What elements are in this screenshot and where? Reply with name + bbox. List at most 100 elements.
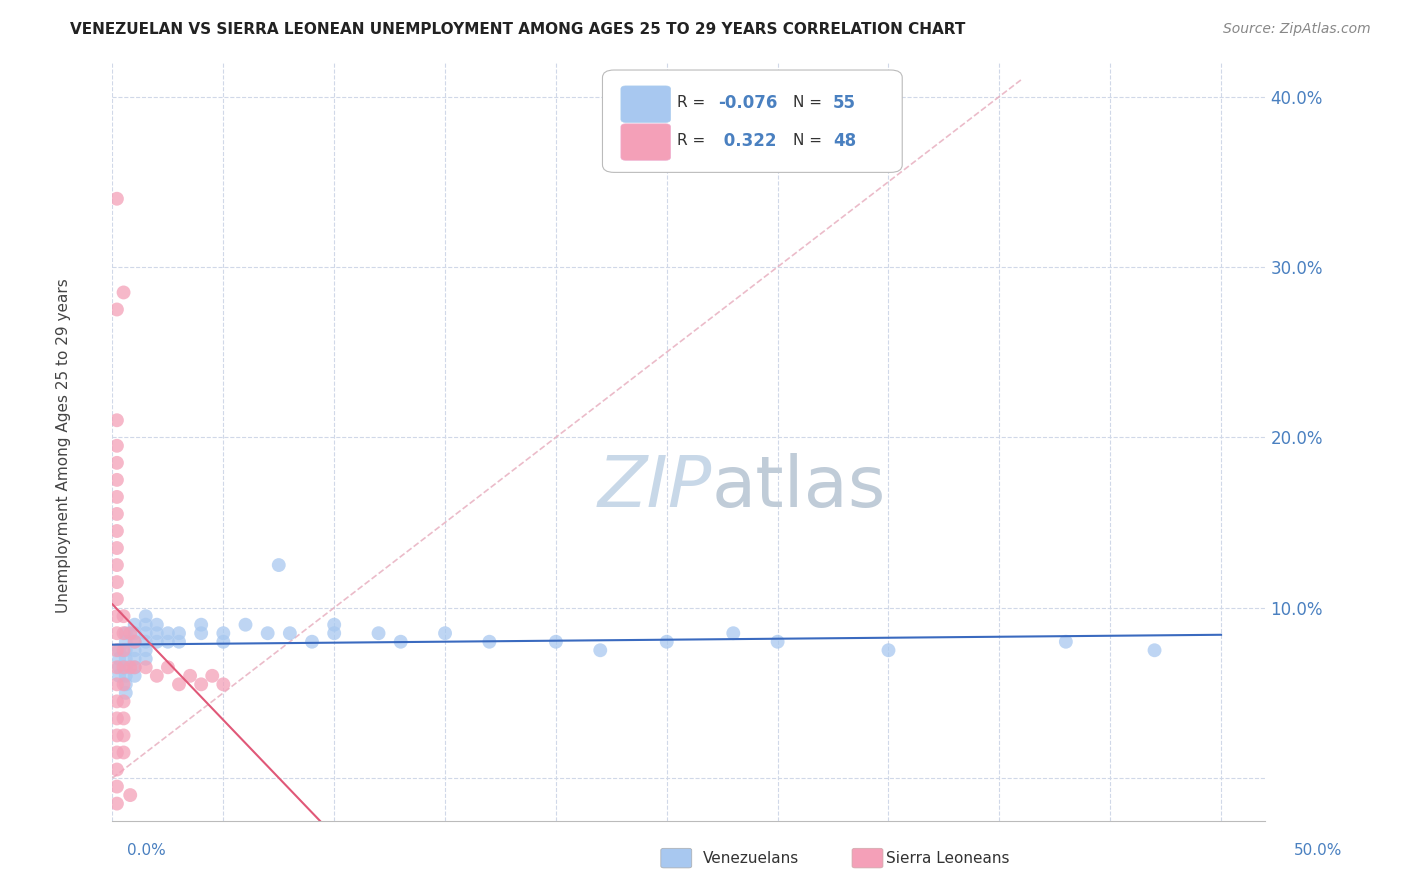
- Point: [124, 669, 146, 683]
- Point: [167, 677, 190, 691]
- Point: [105, 541, 128, 555]
- Point: [112, 677, 135, 691]
- Point: [105, 626, 128, 640]
- Point: [323, 617, 346, 632]
- Point: [105, 694, 128, 708]
- Point: [589, 643, 612, 657]
- Point: [135, 609, 157, 624]
- Point: [114, 686, 136, 700]
- Point: [156, 660, 179, 674]
- Point: [108, 669, 131, 683]
- Point: [167, 626, 190, 640]
- Point: [112, 643, 135, 657]
- Point: [112, 694, 135, 708]
- Text: Unemployment Among Ages 25 to 29 years: Unemployment Among Ages 25 to 29 years: [56, 278, 70, 614]
- Point: [114, 677, 136, 691]
- Point: [105, 711, 128, 725]
- Point: [544, 634, 567, 648]
- Point: [105, 780, 128, 794]
- FancyBboxPatch shape: [621, 86, 671, 122]
- Point: [156, 626, 179, 640]
- Point: [212, 626, 235, 640]
- Point: [267, 558, 290, 572]
- Text: N =: N =: [793, 95, 827, 110]
- Text: VENEZUELAN VS SIERRA LEONEAN UNEMPLOYMENT AMONG AGES 25 TO 29 YEARS CORRELATION : VENEZUELAN VS SIERRA LEONEAN UNEMPLOYMEN…: [70, 22, 966, 37]
- Point: [256, 626, 278, 640]
- Point: [212, 634, 235, 648]
- Point: [114, 643, 136, 657]
- Point: [105, 302, 128, 317]
- Point: [135, 634, 157, 648]
- Point: [367, 626, 389, 640]
- Text: Venezuelans: Venezuelans: [703, 851, 799, 865]
- Point: [108, 660, 131, 674]
- Point: [112, 285, 135, 300]
- Text: 50.0%: 50.0%: [1295, 843, 1343, 858]
- Point: [278, 626, 301, 640]
- Text: 0.322: 0.322: [718, 131, 776, 150]
- Point: [655, 634, 678, 648]
- Point: [105, 592, 128, 607]
- Point: [877, 643, 900, 657]
- Text: ZIP: ZIP: [598, 452, 711, 522]
- Point: [112, 660, 135, 674]
- Point: [105, 763, 128, 777]
- Text: Source: ZipAtlas.com: Source: ZipAtlas.com: [1223, 22, 1371, 37]
- Point: [105, 575, 128, 590]
- Point: [105, 746, 128, 760]
- Point: [105, 507, 128, 521]
- Point: [120, 660, 142, 674]
- Point: [167, 634, 190, 648]
- Point: [105, 797, 128, 811]
- Point: [146, 634, 169, 648]
- Point: [323, 626, 346, 640]
- Point: [434, 626, 457, 640]
- Point: [114, 626, 136, 640]
- Point: [112, 746, 135, 760]
- Point: [190, 617, 212, 632]
- Text: R =: R =: [678, 95, 710, 110]
- Point: [146, 626, 169, 640]
- Point: [124, 634, 146, 648]
- Point: [235, 617, 257, 632]
- Text: 55: 55: [832, 94, 856, 112]
- Point: [1143, 643, 1166, 657]
- Point: [105, 524, 128, 538]
- Point: [105, 439, 128, 453]
- Point: [124, 626, 146, 640]
- Text: -0.076: -0.076: [718, 94, 778, 112]
- Point: [105, 660, 128, 674]
- Point: [105, 677, 128, 691]
- FancyBboxPatch shape: [603, 70, 903, 172]
- Point: [190, 626, 212, 640]
- Point: [108, 643, 131, 657]
- Text: Sierra Leoneans: Sierra Leoneans: [886, 851, 1010, 865]
- Point: [120, 788, 142, 802]
- Point: [124, 660, 146, 674]
- Point: [179, 669, 201, 683]
- Point: [766, 634, 789, 648]
- Point: [112, 609, 135, 624]
- Point: [124, 617, 146, 632]
- Point: [135, 626, 157, 640]
- Point: [112, 711, 135, 725]
- Point: [114, 652, 136, 666]
- Point: [114, 669, 136, 683]
- Point: [105, 192, 128, 206]
- Text: 48: 48: [832, 131, 856, 150]
- Point: [108, 652, 131, 666]
- Point: [105, 473, 128, 487]
- Text: R =: R =: [678, 133, 710, 148]
- Point: [124, 660, 146, 674]
- Point: [124, 652, 146, 666]
- Point: [146, 617, 169, 632]
- Point: [389, 634, 412, 648]
- Point: [105, 609, 128, 624]
- Text: 0.0%: 0.0%: [127, 843, 166, 858]
- Point: [146, 669, 169, 683]
- Point: [114, 634, 136, 648]
- Point: [124, 643, 146, 657]
- Point: [112, 728, 135, 742]
- Point: [105, 643, 128, 657]
- FancyBboxPatch shape: [621, 124, 671, 161]
